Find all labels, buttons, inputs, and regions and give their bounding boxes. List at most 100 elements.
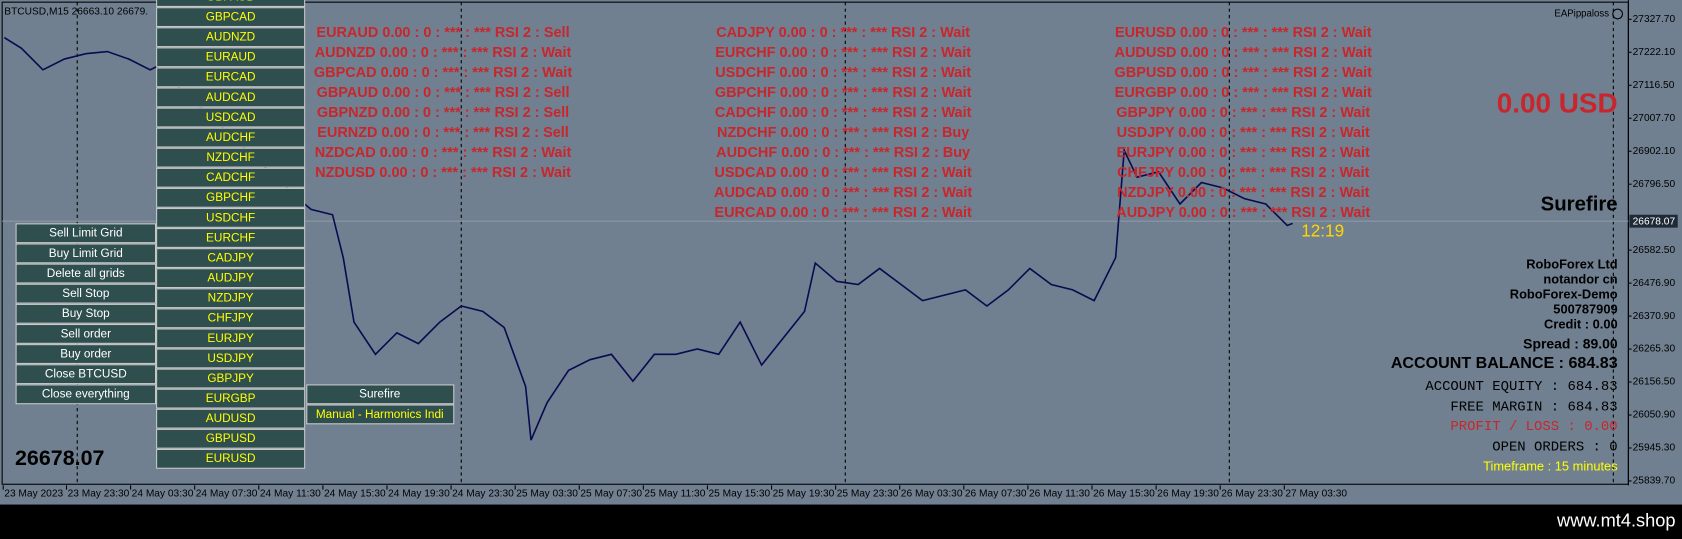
symbol-button[interactable] [156,187,306,208]
symbol-button[interactable] [156,308,306,329]
footer-bar [0,504,1682,539]
price-tick-label: 27116.50 [1633,80,1675,91]
symbol-button[interactable] [156,27,306,48]
symbol-button[interactable] [156,248,306,268]
signal-line: USDCAD 0.00 : 0 : *** : *** RSI 2 : Wait [714,165,972,181]
account-free-margin: FREE MARGIN : 684.83 [1450,400,1617,416]
symbol-button-label[interactable]: GBPAUD [206,0,255,3]
symbol-button-label[interactable]: EURJPY [207,331,254,345]
action-button-label[interactable]: Sell Stop [62,286,110,300]
symbol-button-label[interactable]: GBPCAD [206,9,256,23]
action-button[interactable] [15,243,157,264]
symbol-button-label[interactable]: GBPUSD [206,431,256,445]
account-broker: RoboForex Ltd [1526,257,1617,272]
symbol-button-label[interactable]: NZDCHF [206,150,254,164]
action-button-label[interactable]: Sell Limit Grid [49,226,122,240]
signal-line: GBPJPY 0.00 : 0 : *** : *** RSI 2 : Wait [1116,105,1370,121]
action-button-label[interactable]: Buy Stop [62,306,110,320]
symbol-button-label[interactable]: USDCAD [206,110,256,124]
signal-line: CHFJPY 0.00 : 0 : *** : *** RSI 2 : Wait [1117,165,1370,181]
action-button[interactable] [15,344,157,364]
account-open-orders: OPEN ORDERS : 0 [1492,439,1617,455]
symbol-button-label[interactable]: EURCHF [206,230,255,244]
symbol-button-label[interactable]: USDJPY [207,351,254,365]
signal-line: GBPAUD 0.00 : 0 : *** : *** RSI 2 : Sell [317,85,570,101]
signal-line: NZDCHF 0.00 : 0 : *** : *** RSI 2 : Buy [717,125,969,141]
symbol-info: BTCUSD,M15 26663.10 26679. [4,6,148,17]
signal-line: EURCHF 0.00 : 0 : *** : *** RSI 2 : Wait [715,45,971,61]
strategy-button[interactable] [306,384,455,405]
symbol-button[interactable] [156,268,306,289]
action-button-label[interactable]: Sell order [61,326,112,340]
symbol-button-label[interactable]: GBPCHF [206,190,255,204]
strategy-button-label[interactable]: Manual - Harmonics Indi [316,407,444,421]
action-button-label[interactable]: Buy order [60,346,111,360]
time-tick-label: 25 May 19:30 [773,489,835,500]
profit-display: 0.00 USD [1497,88,1618,119]
symbol-button[interactable] [156,167,306,188]
price-tick-label: 25839.70 [1633,476,1676,487]
symbol-button[interactable] [156,428,306,449]
symbol-button[interactable] [156,47,306,68]
action-button-label[interactable]: Buy Limit Grid [49,246,123,260]
action-button-label[interactable]: Close BTCUSD [45,367,127,381]
time-tick-label: 24 May 11:30 [260,489,321,500]
symbol-button[interactable] [156,408,306,429]
action-button[interactable] [15,384,157,405]
strategy-name: Surefire [1541,193,1618,215]
symbol-button-label[interactable]: CADCHF [206,170,255,184]
symbol-button-label[interactable]: EURAUD [206,50,256,64]
symbol-button-label[interactable]: CHFJPY [208,311,254,325]
time-tick-label: 24 May 07:30 [196,489,258,500]
signal-line: EURNZD 0.00 : 0 : *** : *** RSI 2 : Sell [317,125,569,141]
action-button[interactable] [15,223,157,244]
symbol-button-label[interactable]: EURCAD [206,70,256,84]
symbol-button-label[interactable]: AUDNZD [206,30,255,44]
symbol-button[interactable] [156,348,306,369]
action-button[interactable] [15,364,157,385]
signal-line: EURUSD 0.00 : 0 : *** : *** RSI 2 : Wait [1115,25,1372,41]
price-tick-label: 26476.90 [1633,278,1676,289]
signal-line: GBPCAD 0.00 : 0 : *** : *** RSI 2 : Wait [314,65,572,81]
symbol-button-label[interactable]: AUDJPY [207,271,254,285]
strategy-button[interactable] [306,404,455,425]
candle-timer: 12:19 [1301,220,1344,240]
symbol-button-label[interactable]: NZDJPY [208,291,254,305]
action-button-label[interactable]: Delete all grids [47,266,125,280]
symbol-button-label[interactable]: AUDUSD [206,411,256,425]
price-tick-label: 26796.50 [1633,179,1676,190]
signal-line: USDJPY 0.00 : 0 : *** : *** RSI 2 : Wait [1117,125,1370,141]
symbol-button[interactable] [156,207,306,228]
action-button[interactable] [15,283,157,304]
time-tick-label: 26 May 23:30 [1221,489,1283,500]
current-price: 26678.07 [15,446,104,470]
symbol-button-label[interactable]: AUDCAD [206,90,256,104]
symbol-button[interactable] [156,147,306,168]
action-button[interactable] [15,303,157,324]
symbol-button[interactable] [156,67,306,88]
price-tick-label: 27327.70 [1633,14,1676,25]
action-button[interactable] [15,323,157,344]
symbol-button[interactable] [156,328,306,349]
symbol-button-label[interactable]: GBPJPY [207,371,254,385]
symbol-button[interactable] [156,288,306,309]
symbol-button-label[interactable]: EURUSD [206,451,256,465]
symbol-button[interactable] [156,388,306,409]
symbol-button-label[interactable]: AUDCHF [206,130,255,144]
symbol-button[interactable] [156,87,306,108]
footer-url: www.mt4.shop [1556,510,1676,531]
action-button[interactable] [15,263,157,284]
time-tick-label: 25 May 03:30 [516,489,578,500]
action-button-label[interactable]: Close everything [42,387,130,401]
strategy-button-label[interactable]: Surefire [359,387,401,401]
symbol-button[interactable] [156,107,306,128]
symbol-button[interactable] [156,448,306,469]
symbol-button[interactable] [156,127,306,148]
symbol-button[interactable] [156,228,306,248]
symbol-button-label[interactable]: CADJPY [207,250,254,264]
symbol-button[interactable] [156,7,306,28]
symbol-button[interactable] [156,0,306,7]
symbol-button-label[interactable]: EURGBP [206,391,256,405]
symbol-button[interactable] [156,368,306,389]
symbol-button-label[interactable]: USDCHF [206,210,255,224]
